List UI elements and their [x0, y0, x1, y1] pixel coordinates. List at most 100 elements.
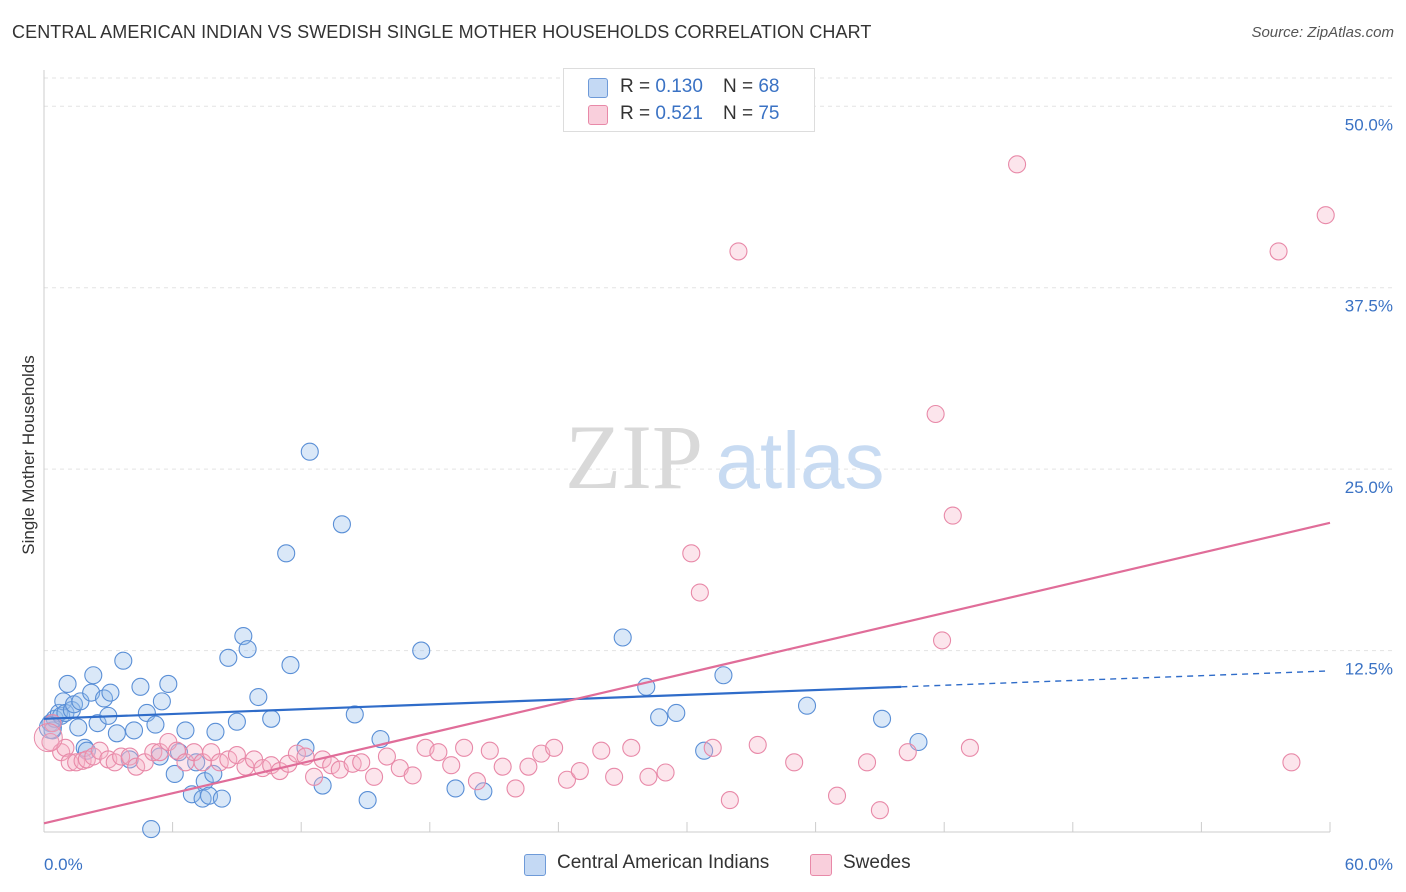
watermark-zip: ZIP: [565, 406, 703, 508]
data-point-swedes: [1008, 155, 1027, 174]
data-point-central-american-indians: [797, 696, 817, 715]
data-point-central-american-indians: [345, 705, 364, 724]
data-point-central-american-indians: [262, 709, 281, 728]
data-point-swedes: [467, 772, 487, 791]
trend-lines: [43, 521, 1331, 825]
legend-n-label: N =: [722, 103, 754, 124]
data-point-central-american-indians: [281, 656, 300, 675]
data-point-swedes: [720, 791, 739, 810]
data-point-central-american-indians: [212, 789, 231, 808]
data-point-central-american-indians: [474, 782, 493, 801]
tick-labels: 12.5% 25.0% 37.5% 50.0% 0.0% 60.0%: [44, 115, 1393, 874]
stats-legend: R = 0.130 N = 68 R = 0.521 N = 75: [563, 68, 815, 132]
data-point-swedes: [1269, 242, 1288, 261]
data-point-swedes: [455, 738, 474, 757]
data-point-central-american-indians: [146, 715, 165, 734]
data-point-swedes: [365, 767, 384, 786]
data-point-central-american-indians: [667, 703, 686, 723]
legend-r-blue: 0.130: [655, 76, 703, 97]
data-point-central-american-indians: [107, 724, 126, 743]
data-point-central-american-indians: [300, 442, 319, 461]
data-point-swedes: [60, 753, 79, 772]
data-point-central-american-indians: [114, 651, 133, 670]
data-point-central-american-indians: [152, 692, 171, 711]
data-point-central-american-indians: [124, 721, 144, 740]
data-point-swedes: [926, 404, 945, 424]
data-point-swedes: [870, 801, 889, 820]
data-point-central-american-indians: [159, 674, 178, 694]
data-point-central-american-indians: [277, 544, 296, 563]
data-point-central-american-indians: [84, 666, 103, 685]
data-point-central-american-indians: [88, 714, 107, 733]
data-point-swedes: [305, 767, 324, 786]
series-legend-label-blue: Central American Indians: [557, 852, 770, 873]
y-tick-label: 37.5%: [1345, 297, 1393, 316]
data-point-swedes: [703, 738, 722, 757]
data-point-swedes: [592, 741, 611, 760]
data-point-swedes: [785, 753, 804, 772]
data-point-swedes: [480, 741, 499, 760]
legend-r-pink: 0.521: [655, 103, 703, 124]
legend-n-label: N =: [722, 76, 754, 97]
data-point-central-american-indians: [332, 515, 351, 534]
data-point-swedes: [144, 743, 163, 762]
x-tick-label: 0.0%: [44, 855, 83, 874]
y-tick-label: 25.0%: [1345, 478, 1393, 497]
data-point-central-american-indians: [238, 640, 257, 659]
data-point-swedes: [557, 770, 577, 789]
data-point-swedes: [403, 766, 422, 785]
data-point-swedes: [748, 735, 767, 754]
data-point-swedes: [1282, 753, 1301, 772]
data-point-central-american-indians: [872, 709, 892, 728]
data-point-swedes: [33, 723, 63, 753]
y-tick-label: 12.5%: [1345, 660, 1393, 679]
legend-r-label: R =: [620, 76, 651, 97]
legend-n-blue: 68: [758, 76, 780, 97]
data-point-central-american-indians: [69, 718, 88, 737]
data-point-central-american-indians: [412, 641, 431, 660]
data-point-swedes: [729, 242, 748, 261]
watermark: ZIP atlas: [565, 406, 884, 508]
data-point-central-american-indians: [650, 708, 669, 727]
data-point-swedes: [943, 506, 962, 525]
data-point-swedes: [622, 738, 641, 757]
series-legend-label-pink: Swedes: [843, 852, 911, 873]
data-point-swedes: [219, 750, 238, 769]
data-point-swedes: [493, 757, 512, 776]
data-point-swedes: [639, 767, 658, 786]
data-point-swedes: [656, 763, 675, 782]
data-point-swedes: [127, 757, 146, 776]
data-point-swedes: [519, 757, 538, 776]
data-point-central-american-indians: [142, 820, 161, 839]
watermark-atlas: atlas: [716, 416, 885, 505]
data-point-swedes: [377, 747, 396, 766]
data-point-central-american-indians: [176, 721, 195, 740]
data-point-central-american-indians: [249, 687, 268, 707]
data-point-swedes: [933, 631, 952, 650]
y-tick-label: 50.0%: [1345, 115, 1393, 134]
series-legend: Central American Indians Swedes: [0, 851, 1406, 877]
data-point-swedes: [442, 756, 461, 775]
data-point-swedes: [682, 544, 701, 563]
data-point-swedes: [545, 738, 564, 757]
data-point-swedes: [506, 779, 525, 798]
data-point-central-american-indians: [131, 677, 150, 696]
data-point-swedes: [827, 786, 847, 805]
data-point-swedes: [857, 753, 877, 772]
legend-swatch-blue: [588, 78, 608, 98]
trend-line-extension-central-american-indians: [901, 670, 1331, 688]
data-point-swedes: [898, 743, 917, 762]
data-point-central-american-indians: [219, 648, 238, 667]
data-point-central-american-indians: [358, 791, 377, 810]
data-point-swedes: [570, 761, 589, 781]
data-point-central-american-indians: [165, 764, 184, 783]
data-point-swedes: [1316, 206, 1335, 225]
trend-line-swedes: [43, 521, 1331, 825]
data-point-central-american-indians: [446, 779, 465, 798]
x-tick-label: 60.0%: [1345, 855, 1393, 874]
legend-r-label: R =: [620, 103, 651, 124]
axes: [43, 70, 1331, 833]
source-label: Source: ZipAtlas.com: [1251, 24, 1394, 41]
series-legend-swatch-pink: [810, 854, 832, 876]
data-point-central-american-indians: [714, 666, 733, 685]
